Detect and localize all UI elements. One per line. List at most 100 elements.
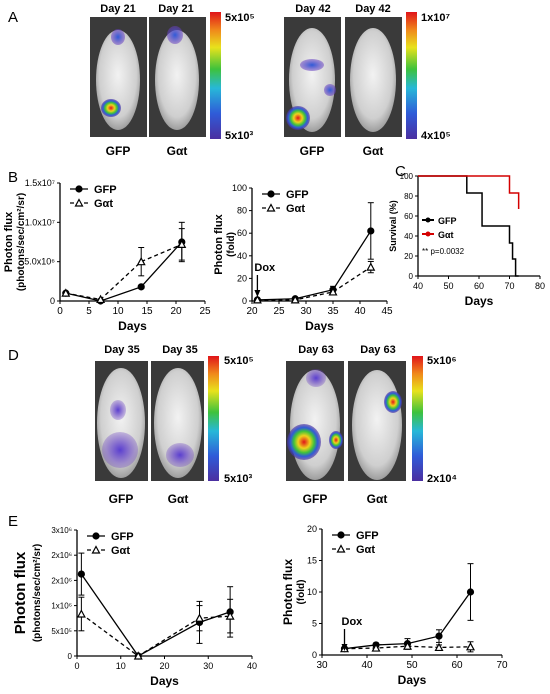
data-point bbox=[177, 239, 187, 248]
signal-spot bbox=[101, 99, 121, 117]
legend-label: Gαt bbox=[111, 545, 130, 557]
y-tick-label: 5 bbox=[312, 619, 317, 629]
mouse-label: Gαt bbox=[167, 144, 188, 158]
y-tick-label: 20 bbox=[404, 252, 413, 261]
data-point bbox=[336, 544, 346, 553]
data-point bbox=[435, 632, 443, 640]
mouse-label: Gαt bbox=[367, 492, 388, 506]
x-tick-label: 50 bbox=[443, 281, 453, 291]
legend-label: Gαt bbox=[94, 198, 113, 210]
x-tick-label: 20 bbox=[170, 306, 182, 317]
signal-spot bbox=[384, 391, 402, 413]
signal-spot bbox=[300, 59, 324, 71]
signal-spot bbox=[306, 369, 326, 387]
data-point bbox=[194, 613, 205, 622]
x-tick-label: 80 bbox=[535, 281, 545, 291]
data-point bbox=[366, 262, 376, 271]
data-point bbox=[371, 643, 381, 652]
series-line bbox=[80, 613, 231, 657]
y-tick-label: 0 bbox=[242, 296, 247, 306]
x-tick-label: 30 bbox=[300, 306, 312, 317]
signal-spot bbox=[166, 443, 194, 467]
y-tick-label: 1x10⁶ bbox=[51, 602, 72, 611]
x-tick-label: 40 bbox=[354, 306, 366, 317]
day-label: Day 42 bbox=[355, 3, 390, 15]
dox-annotation: Dox bbox=[254, 262, 276, 274]
signal-spot bbox=[110, 400, 126, 420]
panel-e: E 0 10 20 30 40 0 5x10⁵ 1x10⁶ 2x10⁶ 2x10⁶ 3x10⁶ Day… bbox=[8, 513, 508, 688]
mouse-label: GFP bbox=[300, 144, 325, 158]
data-point bbox=[466, 588, 475, 596]
x-tick-label: 20 bbox=[159, 661, 169, 671]
panel-bc: B C 0 5 10 15 20 25 0 5.0x10⁶ 1.0x10⁷ 1.5x10⁷ Days… bbox=[3, 163, 545, 333]
day-label: Day 63 bbox=[298, 344, 333, 356]
signal-spot bbox=[329, 431, 343, 449]
mouse-body bbox=[289, 28, 335, 132]
y-tick-label: 1.5x10⁷ bbox=[25, 178, 55, 188]
y-tick-label: 15 bbox=[307, 556, 317, 566]
legend-label: Gαt bbox=[438, 230, 454, 240]
x-tick-label: 10 bbox=[116, 661, 126, 671]
panel-letter-b: B bbox=[8, 169, 18, 186]
x-tick-label: 5 bbox=[86, 306, 92, 317]
signal-spot bbox=[111, 29, 125, 45]
mouse-body bbox=[155, 30, 199, 130]
x-tick-label: 50 bbox=[406, 660, 418, 671]
y-tick-label: 1.0x10⁷ bbox=[25, 217, 55, 227]
legend-label: Gαt bbox=[286, 203, 305, 215]
y-tick-label: 2x10⁶ bbox=[51, 576, 72, 585]
data-point bbox=[75, 185, 83, 193]
data-point bbox=[266, 203, 276, 212]
data-point bbox=[137, 283, 145, 291]
chart-c-survival: 40 50 60 70 80 0 20 40 60 80 100 Days Survival (%) GF… bbox=[388, 172, 545, 308]
y-axis-label: Photon flux bbox=[3, 211, 15, 272]
legend-label: GFP bbox=[438, 216, 457, 226]
y-axis-sublabel: (fold) bbox=[296, 580, 307, 605]
y-axis-label: Survival (%) bbox=[388, 200, 398, 252]
day-label: Day 35 bbox=[104, 344, 139, 356]
x-tick-label: 30 bbox=[203, 661, 213, 671]
x-tick-label: 35 bbox=[327, 306, 339, 317]
y-tick-label: 0 bbox=[409, 272, 414, 281]
x-tick-label: 10 bbox=[112, 306, 124, 317]
y-tick-label: 100 bbox=[400, 172, 414, 181]
y-tick-label: 0 bbox=[312, 650, 317, 660]
day-label: Day 35 bbox=[162, 344, 197, 356]
y-tick-label: 2x10⁶ bbox=[51, 551, 72, 560]
chart-e2: 30 40 50 60 70 0 5 10 15 20 Days Photon flux (fold) G… bbox=[281, 524, 508, 687]
day-label: Day 63 bbox=[360, 344, 395, 356]
day-label: Day 21 bbox=[158, 3, 193, 15]
legend-label: GFP bbox=[111, 531, 134, 543]
survival-curve bbox=[418, 175, 519, 277]
x-tick-label: 40 bbox=[413, 281, 423, 291]
series-line bbox=[80, 573, 231, 657]
mouse-label: GFP bbox=[109, 492, 134, 506]
y-tick-label: 80 bbox=[404, 192, 413, 201]
y-tick-label: 3x10⁶ bbox=[51, 526, 72, 535]
mouse-body bbox=[352, 370, 402, 480]
y-tick-label: 60 bbox=[237, 228, 247, 238]
panel-letter-c: C bbox=[395, 163, 406, 180]
chart-e1: 0 10 20 30 40 0 5x10⁵ 1x10⁶ 2x10⁶ 2x10⁶ 3x10⁶ Days P… bbox=[12, 526, 257, 688]
y-axis-label: Photon flux bbox=[12, 551, 29, 634]
y-tick-label: 100 bbox=[232, 183, 247, 193]
dox-arrow-head bbox=[254, 290, 261, 297]
mouse-label: Gαt bbox=[363, 144, 384, 158]
scale-bottom-label: 4x10⁵ bbox=[421, 130, 451, 142]
day-label: Day 21 bbox=[100, 3, 135, 15]
y-tick-label: 0 bbox=[68, 652, 73, 661]
legend-marker bbox=[425, 217, 431, 223]
data-point bbox=[267, 190, 275, 198]
data-point bbox=[402, 641, 413, 650]
series-line bbox=[257, 230, 372, 301]
data-point bbox=[74, 198, 84, 207]
data-point bbox=[61, 288, 71, 297]
mouse-label: GFP bbox=[303, 492, 328, 506]
y-tick-label: 60 bbox=[404, 212, 413, 221]
series-line bbox=[65, 241, 183, 302]
data-point bbox=[434, 642, 444, 652]
panel-letter-e: E bbox=[8, 513, 18, 530]
data-point bbox=[91, 545, 101, 554]
color-scale-bar bbox=[210, 12, 221, 139]
